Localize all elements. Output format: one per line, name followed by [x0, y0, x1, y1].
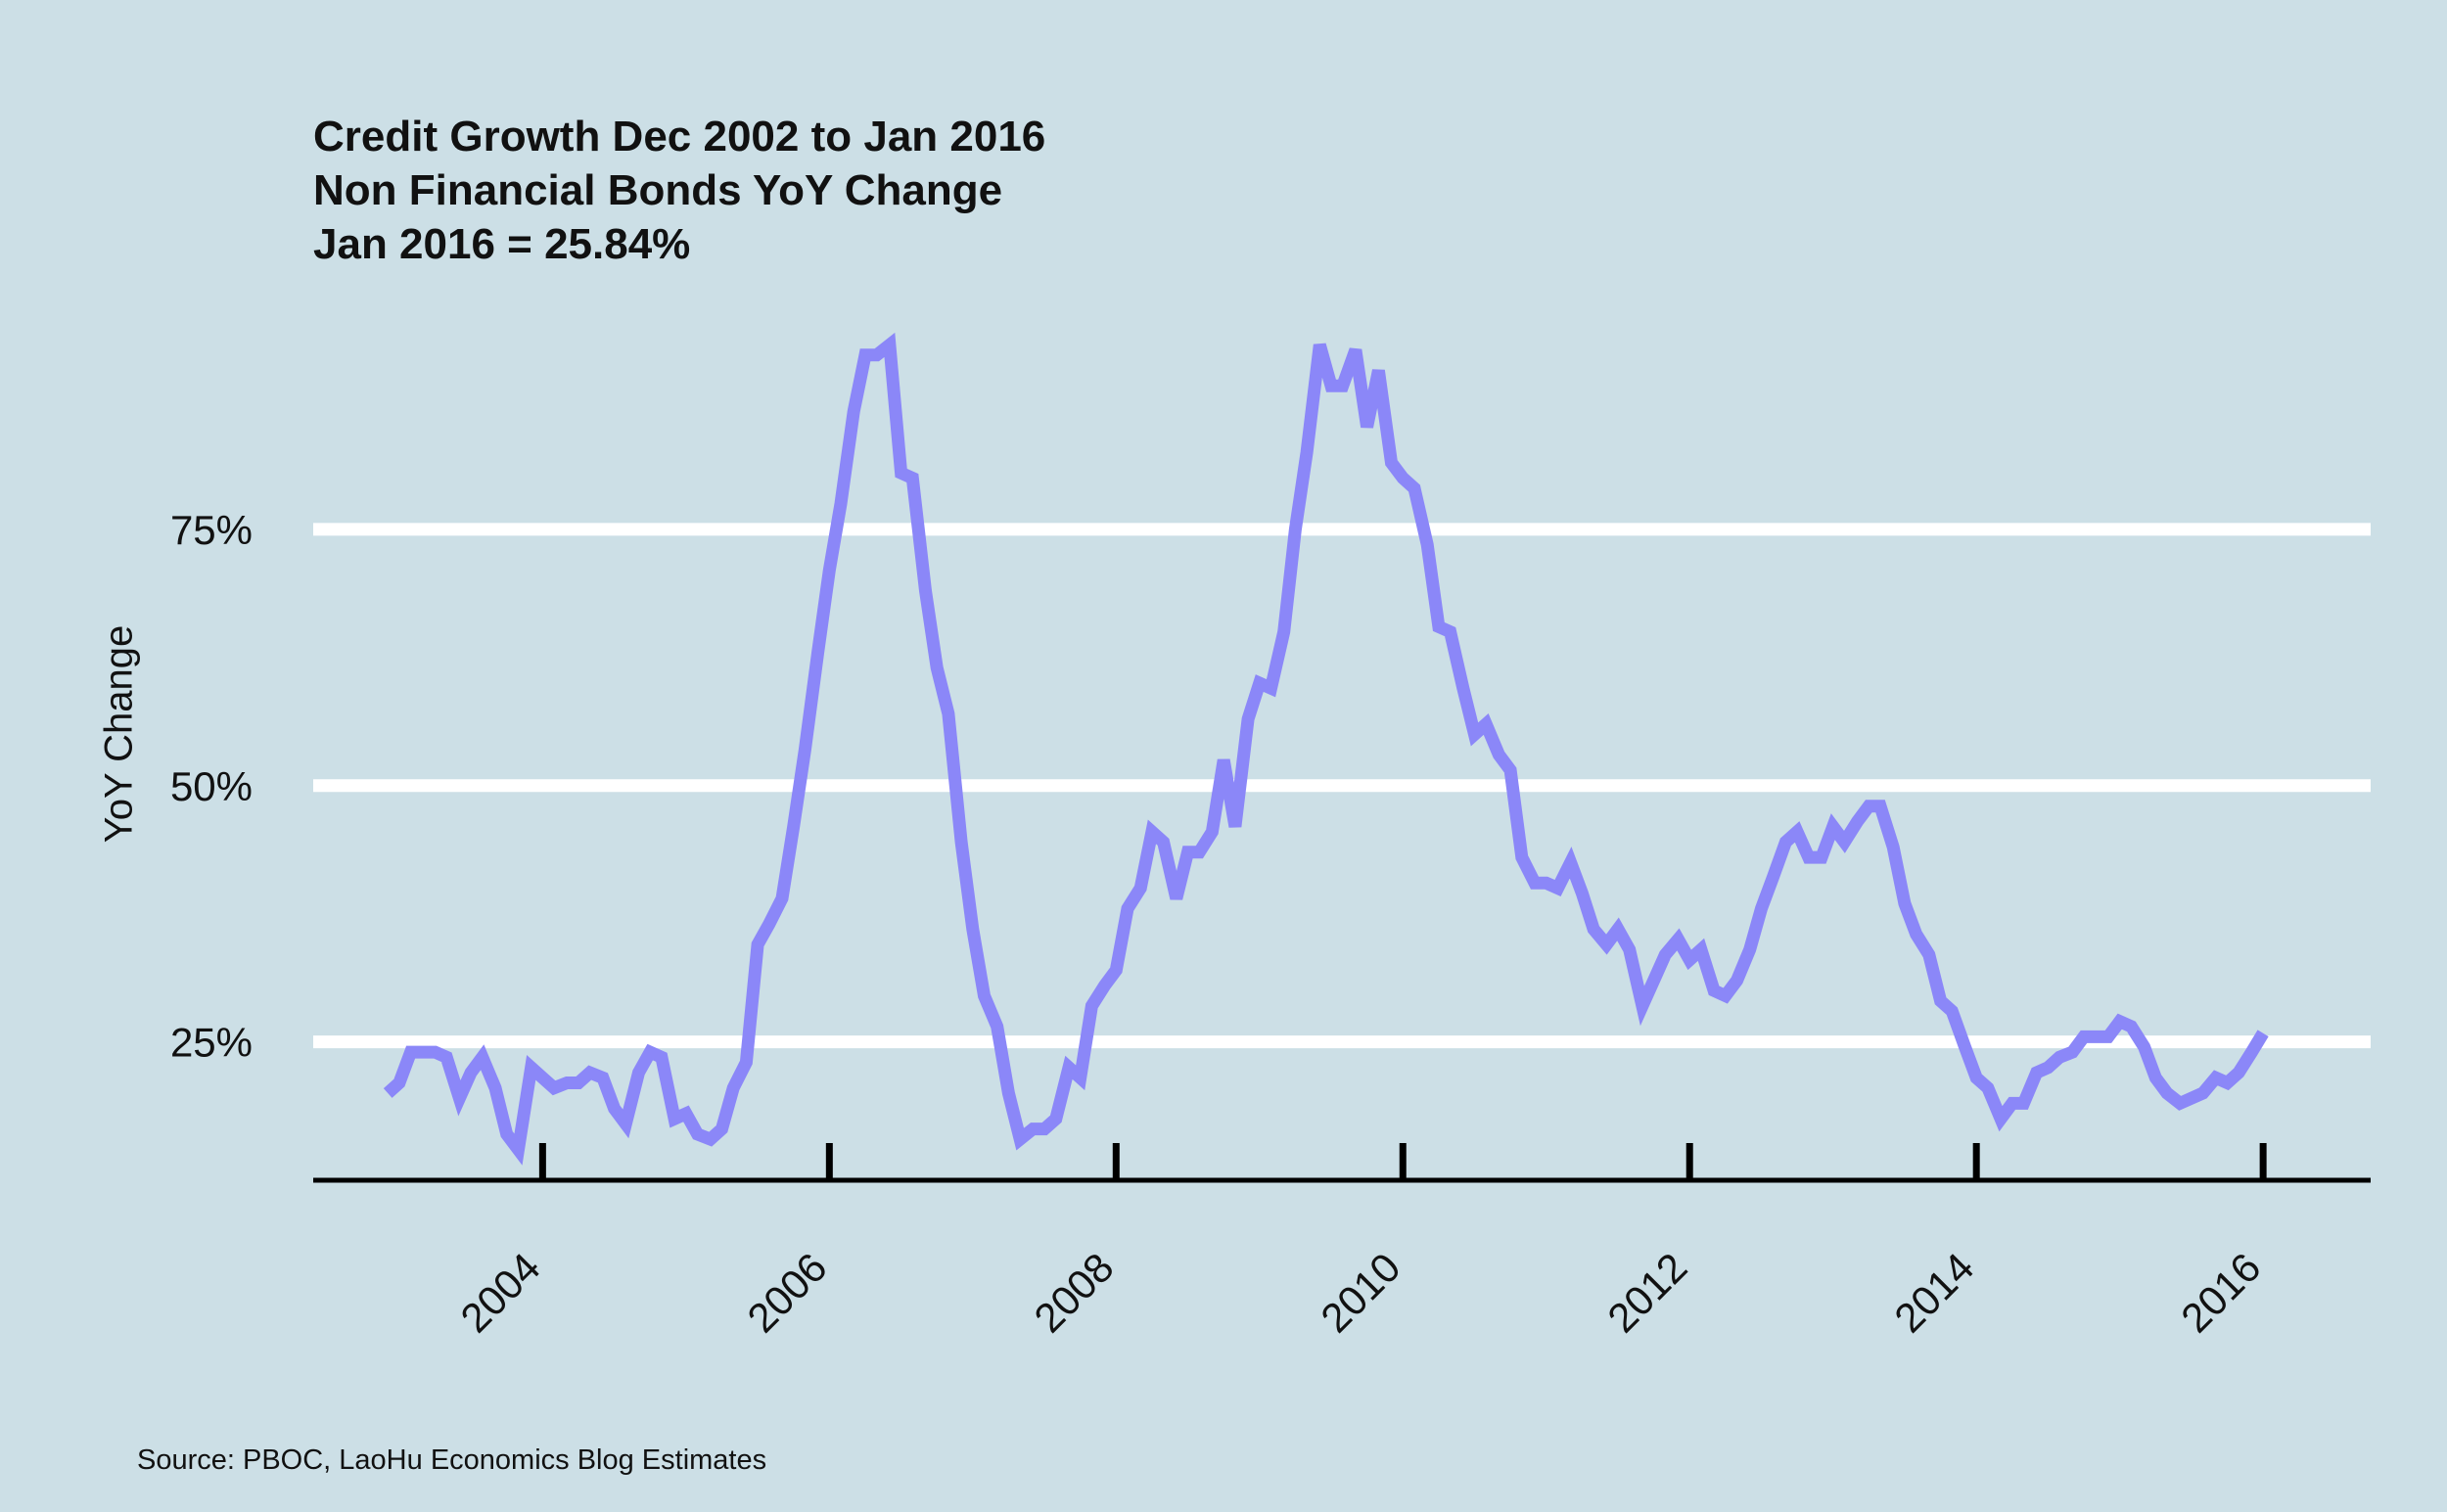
y-tick-label-50: 50%: [170, 763, 253, 809]
x-tick-label-2004: 2004: [451, 1244, 548, 1341]
chart-title-line-1: Credit Growth Dec 2002 to Jan 2016: [313, 113, 1046, 160]
chart-title-line-2: Non Financial Bonds YoY Change: [313, 166, 1003, 214]
y-tick-labels: 25% 50% 75%: [170, 507, 253, 1066]
x-tick-label-2006: 2006: [738, 1244, 835, 1341]
source-note: Source: PBOC, LaoHu Economics Blog Estim…: [137, 1444, 767, 1476]
x-tick-label-2012: 2012: [1598, 1244, 1695, 1341]
x-tick-labels: 2004 2006 2008 2010 2012 2014 2016: [451, 1244, 2269, 1341]
gridlines: [313, 523, 2371, 1049]
x-axis: [313, 1143, 2371, 1183]
y-axis-label: YoY Change: [97, 624, 141, 844]
x-tick-label-2010: 2010: [1312, 1244, 1408, 1341]
x-tick-label-2008: 2008: [1025, 1244, 1122, 1341]
series-group: [383, 332, 2269, 1166]
x-tick-label-2014: 2014: [1885, 1244, 1982, 1341]
y-tick-label-25: 25%: [170, 1020, 253, 1066]
x-tick-label-2016: 2016: [2172, 1244, 2269, 1341]
series-line-0: [383, 332, 2269, 1166]
y-tick-label-75: 75%: [170, 507, 253, 553]
chart-title-line-3: Jan 2016 = 25.84%: [313, 220, 691, 268]
